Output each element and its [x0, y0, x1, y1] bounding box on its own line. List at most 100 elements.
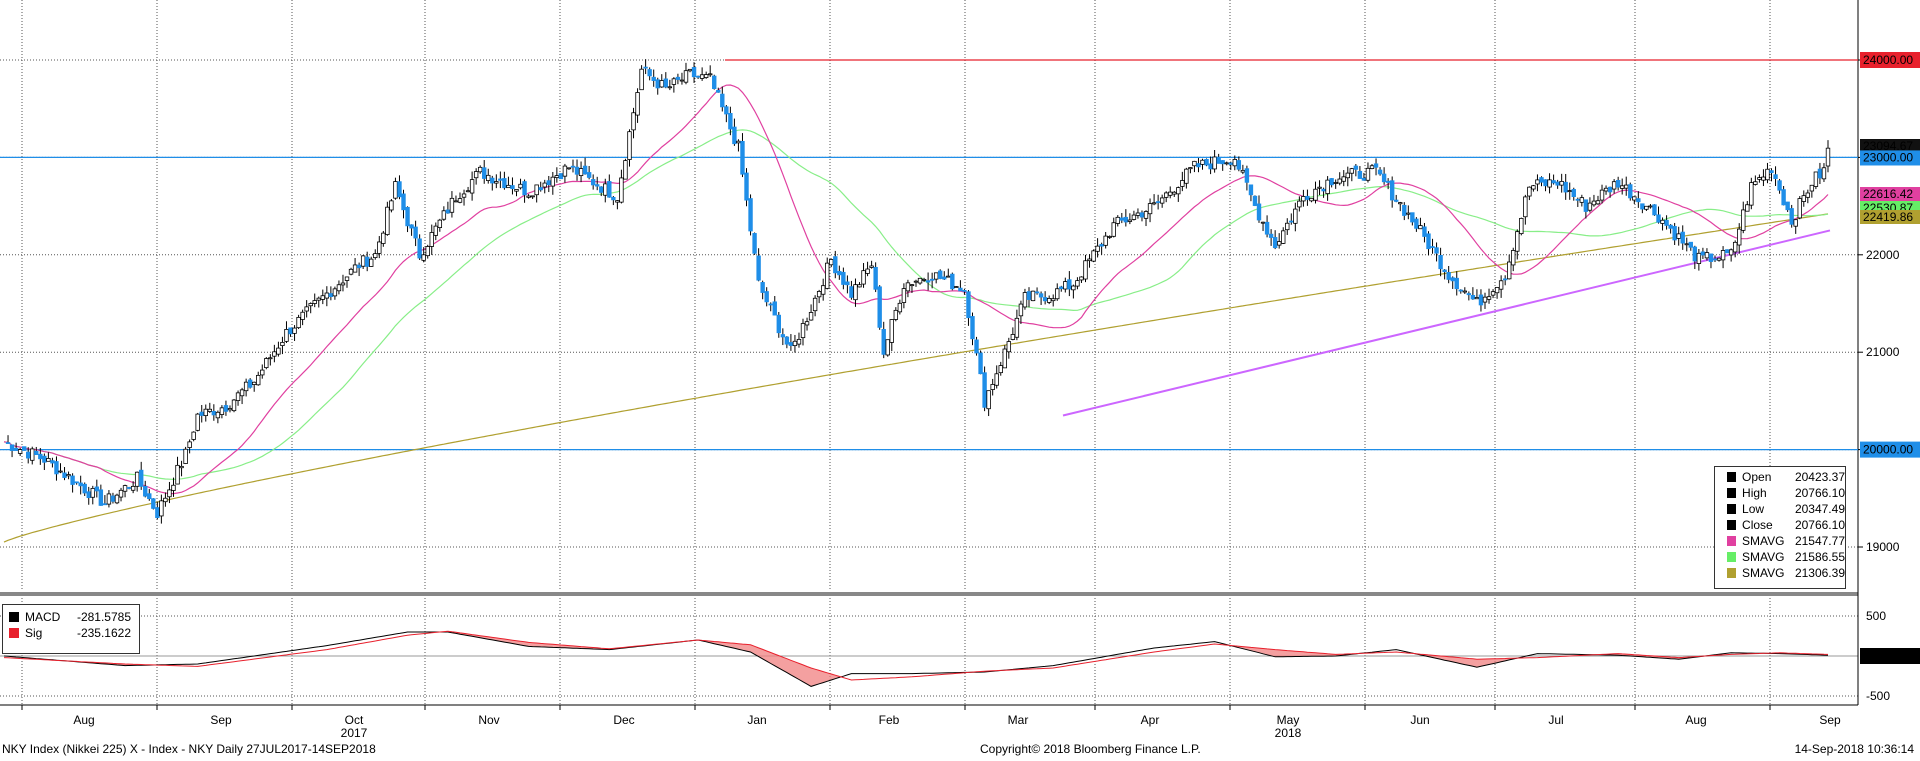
candle-body: [1551, 180, 1556, 184]
candlestick: [857, 282, 862, 288]
candlestick: [223, 400, 229, 416]
candlestick: [1624, 176, 1629, 196]
candlestick: [627, 129, 632, 167]
candle-body: [1377, 169, 1383, 175]
candlestick: [1099, 242, 1104, 255]
candle-body: [1083, 260, 1088, 280]
candle-body: [1793, 219, 1798, 227]
legend-value: 20766.10: [1794, 518, 1845, 532]
candle-body: [1155, 201, 1161, 204]
candlestick: [1317, 180, 1322, 196]
candlestick: [78, 475, 83, 495]
candle-body: [958, 287, 963, 292]
candle-body: [300, 311, 305, 320]
candle-body: [316, 297, 321, 301]
candlestick: [558, 173, 564, 180]
month-label: Jan: [747, 713, 766, 727]
candle-body: [586, 172, 592, 178]
candlestick: [772, 296, 777, 316]
candle-body: [1204, 159, 1209, 166]
candle-body: [1256, 203, 1262, 221]
candlestick: [1724, 249, 1730, 254]
candlestick: [619, 169, 624, 204]
candlestick: [776, 311, 781, 338]
candle-body: [966, 291, 971, 319]
candlestick: [816, 289, 822, 304]
candlestick: [118, 487, 124, 502]
candlestick: [1660, 217, 1665, 231]
candlestick: [873, 262, 878, 293]
month-label: Mar: [1008, 713, 1029, 727]
candlestick: [897, 299, 903, 315]
candle-body: [978, 352, 983, 375]
candle-body: [264, 358, 269, 369]
candle-body: [421, 254, 426, 261]
candle-body: [699, 74, 705, 79]
candle-body: [611, 196, 616, 201]
candle-body: [1615, 179, 1621, 188]
price-tick-label: 22000: [1866, 248, 1900, 262]
candle-body: [1406, 212, 1411, 215]
candle-body: [1539, 177, 1544, 183]
candlestick: [1801, 190, 1806, 207]
sma-long-line: [3, 213, 1829, 543]
candlestick: [780, 328, 786, 346]
candle-body: [1470, 294, 1476, 300]
candle-body: [86, 491, 91, 499]
candle-body: [1067, 279, 1072, 290]
candle-body: [1188, 167, 1193, 170]
candlestick: [829, 258, 834, 268]
candlestick: [768, 302, 773, 312]
candlestick: [1511, 247, 1516, 272]
candlestick: [453, 195, 459, 203]
candlestick: [841, 267, 846, 290]
candle-body: [1281, 230, 1286, 244]
candle-body: [1180, 180, 1185, 187]
candlestick: [1498, 275, 1504, 298]
candle-body: [1309, 197, 1314, 202]
candlestick: [54, 456, 59, 481]
candle-body: [1373, 163, 1379, 168]
candle-body: [1337, 178, 1342, 184]
candle-body: [179, 465, 184, 469]
candle-body: [946, 275, 951, 278]
candle-body: [1676, 233, 1681, 239]
candlestick: [1527, 186, 1532, 201]
candlestick: [1192, 160, 1197, 173]
candle-body: [917, 277, 923, 284]
candle-body: [804, 321, 810, 326]
candle-body: [703, 74, 709, 78]
candlestick: [1478, 289, 1484, 312]
legend-value: 20347.49: [1794, 502, 1845, 516]
candle-body: [1789, 208, 1794, 225]
signal-line: [3, 630, 1829, 681]
candlestick: [1184, 167, 1189, 189]
candle-body: [1825, 147, 1831, 167]
candlestick: [603, 178, 608, 203]
candlestick: [292, 325, 297, 341]
candle-body: [1002, 348, 1007, 369]
candle-body: [962, 289, 967, 292]
candle-body: [1502, 278, 1508, 281]
candle-body: [542, 182, 547, 188]
candle-body: [377, 241, 382, 254]
candlestick: [352, 258, 358, 273]
candlestick: [748, 194, 753, 236]
candlestick: [1163, 191, 1169, 203]
candlestick: [526, 194, 531, 199]
candle-body: [1543, 179, 1548, 187]
candle-body: [998, 365, 1003, 374]
macd-legend-row: Sig -235.1622: [9, 625, 139, 641]
candle-body: [566, 167, 572, 170]
footer-center: Copyright© 2018 Bloomberg Finance L.P.: [980, 742, 1201, 756]
candlestick: [1559, 173, 1564, 193]
candle-body: [1305, 195, 1310, 200]
candle-body: [1591, 200, 1597, 206]
candlestick: [1119, 212, 1125, 224]
level-tag: 24000.00: [1860, 52, 1920, 68]
candle-body: [1607, 186, 1613, 193]
candle-body: [1026, 291, 1032, 300]
candlestick: [1406, 205, 1411, 220]
candlestick: [1264, 215, 1270, 238]
candle-body: [1184, 168, 1189, 184]
